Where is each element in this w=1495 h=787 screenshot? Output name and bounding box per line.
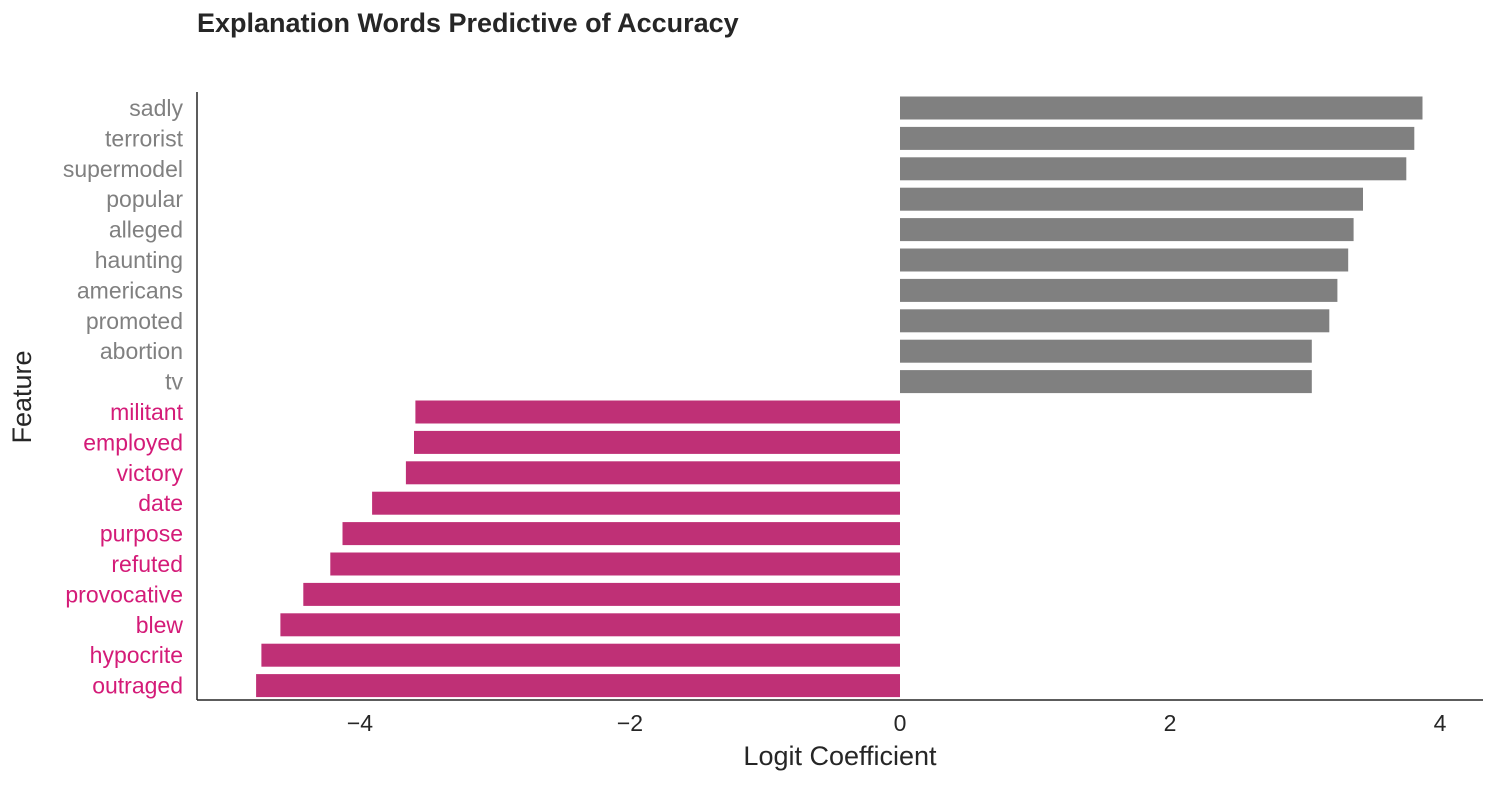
x-axis-label: Logit Coefficient [743,741,937,771]
bar-date [372,491,901,515]
chart-title: Explanation Words Predictive of Accuracy [197,8,739,38]
category-label-victory: victory [117,460,184,486]
category-label-blew: blew [136,612,184,638]
category-label-americans: americans [77,277,183,303]
category-label-haunting: haunting [95,247,183,273]
x-tick-label: 4 [1434,710,1447,736]
category-label-sadly: sadly [129,95,183,121]
x-tick-label: 0 [894,710,907,736]
bar-provocative [303,582,900,606]
category-label-popular: popular [106,186,183,212]
category-labels: sadly terrorist supermodel popular alleged ha… [63,95,184,699]
bars-group [256,96,1423,698]
bar-americans [900,278,1338,302]
x-tick-labels: −4 −2 0 2 4 [347,710,1447,736]
category-label-hypocrite: hypocrite [90,642,183,668]
bar-refuted [330,552,900,576]
category-label-purpose: purpose [100,521,183,547]
category-label-outraged: outraged [92,673,183,699]
category-label-abortion: abortion [100,338,183,364]
category-label-provocative: provocative [65,581,183,607]
bar-supermodel [900,157,1407,181]
bar-terrorist [900,126,1415,150]
bar-tv [900,370,1312,394]
category-label-alleged: alleged [109,217,183,243]
bar-promoted [900,309,1330,333]
x-tick-label: −4 [347,710,373,736]
bar-abortion [900,339,1312,363]
category-label-militant: militant [110,399,183,425]
x-tick-label: 2 [1164,710,1177,736]
x-tick-label: −2 [617,710,643,736]
bar-outraged [256,674,901,698]
bar-militant [415,400,900,424]
bar-popular [900,187,1363,211]
bar-victory [405,461,900,485]
category-label-terrorist: terrorist [105,125,184,151]
y-axis-label: Feature [7,350,37,443]
category-label-refuted: refuted [111,551,183,577]
bar-haunting [900,248,1349,272]
bar-hypocrite [261,643,900,667]
bar-purpose [342,522,900,546]
category-label-date: date [138,490,183,516]
category-label-employed: employed [83,429,183,455]
category-label-promoted: promoted [86,308,183,334]
bar-sadly [900,96,1423,120]
bar-employed [414,430,900,454]
category-label-supermodel: supermodel [63,156,183,182]
bar-alleged [900,218,1354,242]
category-label-tv: tv [165,369,183,395]
bar-blew [280,613,900,637]
